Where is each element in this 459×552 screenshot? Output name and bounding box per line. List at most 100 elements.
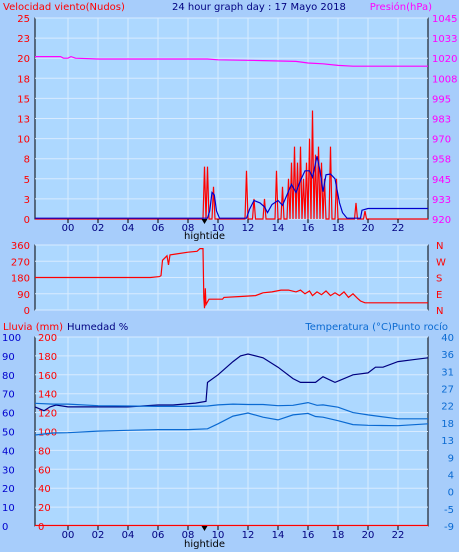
direction-compass-tick: S — [436, 274, 442, 285]
rain-tick: 180 — [38, 352, 57, 363]
x-tick-label: 00 — [62, 223, 75, 234]
wind-speed-tick: 8 — [24, 155, 30, 166]
humidity-tick: 60 — [2, 409, 15, 420]
pressure-tick: 933 — [432, 195, 451, 206]
humidity-tick: 10 — [2, 503, 15, 514]
pressure-tick: 920 — [432, 215, 451, 226]
pressure-tick: 1045 — [432, 14, 457, 25]
pressure-tick: 958 — [432, 155, 451, 166]
pressure-tick: 1008 — [432, 74, 457, 85]
wind-speed-tick: 10 — [17, 135, 30, 146]
wind-speed-tick: 25 — [17, 14, 30, 25]
pressure-line — [35, 55, 428, 67]
rain-tick: 200 — [38, 333, 57, 344]
humidity-tick: 100 — [2, 333, 21, 344]
direction-degree-tick: 270 — [11, 257, 30, 268]
x-tick-label: 06 — [152, 530, 165, 541]
pressure-tick: 1033 — [432, 34, 457, 45]
x-tick-label: 08 — [182, 530, 195, 541]
humidity-title: Humedad % — [67, 322, 128, 333]
pressure-tick: 970 — [432, 135, 451, 146]
humidity-tick: 50 — [2, 428, 15, 439]
x-tick-label: 00 — [62, 530, 75, 541]
direction-line — [35, 248, 428, 309]
direction-degree-tick: 0 — [24, 306, 30, 317]
humidity-axis: 0 10 20 30 40 50 60 70 80 90 100 — [2, 333, 21, 533]
dew_point-line — [34, 412, 429, 436]
humidity-temp-series — [34, 353, 429, 527]
x-tick-label: 20 — [362, 223, 375, 234]
x-tick-label: 04 — [122, 530, 135, 541]
humidity-temp-x-axis: 00 02 04 06 08 10 12 14 16 18 20 22 — [62, 526, 405, 541]
temperature-tick: 13 — [441, 436, 454, 447]
rain-tick: 80 — [38, 446, 51, 457]
wind-speed-tick: 15 — [17, 94, 30, 105]
temperature-line — [34, 401, 428, 420]
direction-compass-tick: N — [436, 306, 443, 317]
humidity-tick: 30 — [2, 465, 15, 476]
humidity-tick: 70 — [2, 390, 15, 401]
x-tick-label: 02 — [92, 223, 105, 234]
temperature-axis: -9 -5 0 4 9 13 18 22 27 31 36 40 — [441, 333, 454, 533]
graph-date-title: 24 hour graph day : 17 Mayo 2018 — [172, 2, 346, 13]
rain-tick: 100 — [38, 428, 57, 439]
x-tick-label: 14 — [272, 223, 285, 234]
temperature-tick: 9 — [448, 453, 454, 464]
wind-speed-tick: 18 — [17, 74, 30, 85]
pressure-title: Presión(hPa) — [370, 1, 432, 13]
rain-tick: 160 — [38, 371, 57, 382]
temperature-tick: 31 — [441, 367, 454, 378]
hightide-label-top: hightide — [184, 231, 225, 242]
x-tick-label: 18 — [332, 223, 345, 234]
rain-tick: 120 — [38, 409, 57, 420]
x-tick-label: 10 — [212, 530, 225, 541]
wind-speed-title: Velocidad viento(Nudos) — [3, 2, 125, 13]
humidity-tick: 40 — [2, 446, 15, 457]
temperature-tick: 0 — [448, 488, 454, 499]
direction-compass-tick: N — [436, 241, 443, 252]
direction-compass-tick: W — [436, 257, 446, 268]
rain-tick: 60 — [38, 465, 51, 476]
rain-tick: 20 — [38, 503, 51, 514]
pressure-tick: 995 — [432, 94, 451, 105]
x-tick-label: 14 — [272, 530, 285, 541]
rain-tick: 0 — [38, 522, 44, 533]
direction-compass-tick: E — [436, 290, 442, 301]
temperature-tick: -5 — [444, 505, 454, 516]
x-tick-label: 08 — [182, 223, 195, 234]
humidity-tick: 0 — [2, 522, 8, 533]
wind-speed-tick: 23 — [17, 34, 30, 45]
hightide-label-bottom: hightide — [184, 539, 225, 550]
temperature-title: Temperatura (°C)Punto rocío — [304, 321, 448, 333]
wind-speed-tick: 20 — [17, 54, 30, 65]
x-tick-label: 04 — [122, 223, 135, 234]
wind-pressure-series — [35, 55, 428, 220]
gust-line — [35, 110, 428, 220]
pressure-axis: 920 933 945 958 970 983 995 1008 1020 1033 1045 — [432, 14, 457, 226]
pressure-tick: 983 — [432, 115, 451, 126]
temperature-tick: 36 — [441, 350, 454, 361]
wind-speed-tick: 5 — [24, 175, 30, 186]
wind-line — [35, 156, 428, 219]
wind-speed-tick: 13 — [17, 115, 30, 126]
hightide-marker — [201, 526, 208, 531]
x-tick-label: 22 — [392, 530, 405, 541]
wind-pressure-x-axis: 00 02 04 06 08 10 12 14 16 18 20 22 — [62, 219, 405, 234]
humidity-line — [34, 353, 429, 412]
humidity-tick: 80 — [2, 371, 15, 382]
wind-speed-tick: 0 — [24, 215, 30, 226]
x-tick-label: 22 — [392, 223, 405, 234]
temperature-tick: 18 — [441, 419, 454, 430]
wind-speed-axis: 0 3 5 8 10 13 15 18 20 23 25 — [17, 14, 30, 226]
x-tick-label: 10 — [212, 223, 225, 234]
x-tick-label: 02 — [92, 530, 105, 541]
hightide-marker — [201, 219, 208, 224]
pressure-tick: 945 — [432, 175, 451, 186]
temperature-tick: 4 — [448, 470, 454, 481]
rain-tick: 40 — [38, 484, 51, 495]
temperature-tick: 40 — [441, 333, 454, 344]
wind-pressure-grid — [35, 17, 428, 220]
direction-degree-tick: 360 — [11, 241, 30, 252]
direction-degree-axis: 0 90 180 270 360 — [11, 241, 30, 317]
